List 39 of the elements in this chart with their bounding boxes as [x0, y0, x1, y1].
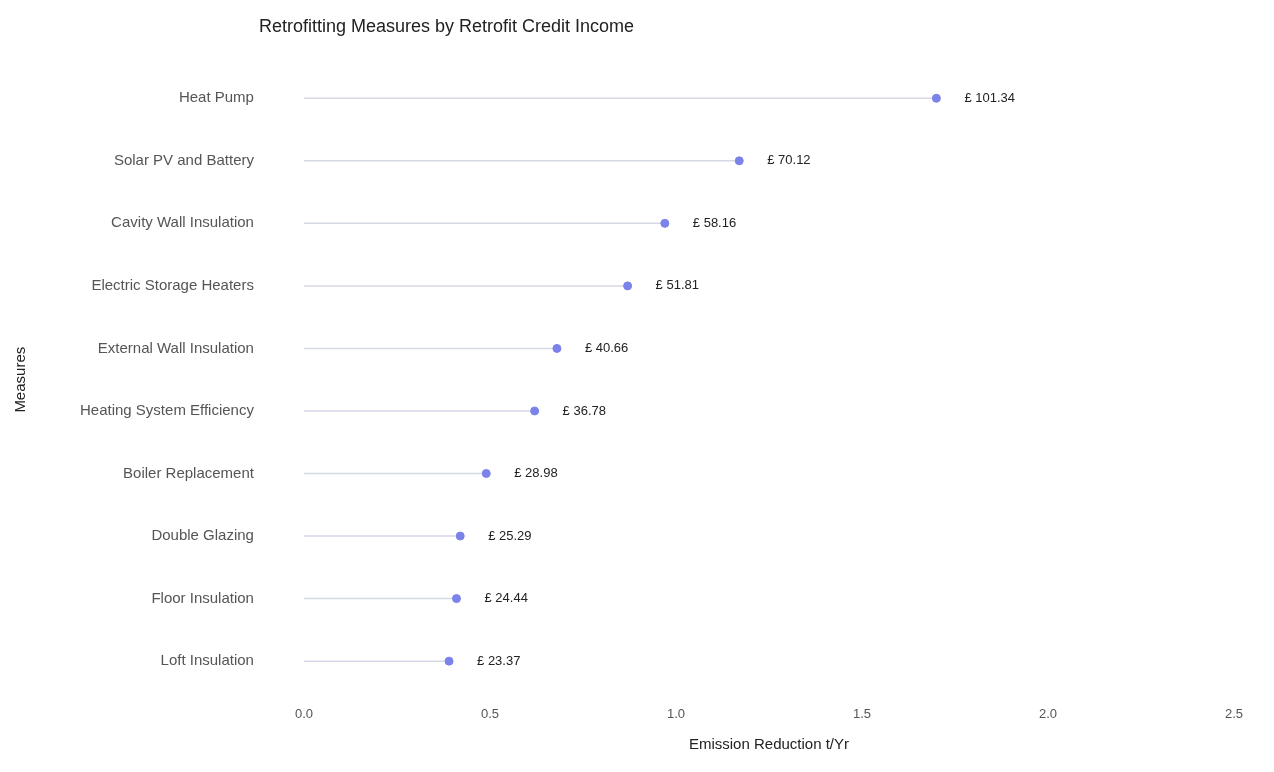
annotation: £ 24.44 — [484, 590, 528, 606]
x-axis-title: Emission Reduction t/Yr — [688, 735, 850, 753]
x-tick-label: 2.0 — [1038, 705, 1058, 721]
annotation: £ 28.98 — [514, 465, 558, 481]
point — [623, 281, 633, 291]
annotation: £ 58.16 — [692, 214, 737, 230]
x-tick-label: 2.5 — [1224, 705, 1244, 721]
x-tick-label: 0.0 — [294, 705, 313, 721]
y-tick-label: External Wall Insulation — [97, 338, 254, 356]
x-tick-label: 0.5 — [480, 705, 500, 721]
y-tick-label: Cavity Wall Insulation — [111, 213, 254, 231]
point — [552, 343, 562, 353]
annotation: £ 51.81 — [655, 277, 699, 293]
point — [660, 218, 670, 228]
y-tick-label: Electric Storage Heaters — [91, 276, 254, 294]
point — [530, 406, 540, 416]
annotation: £ 40.66 — [584, 340, 629, 356]
y-tick-label: Heat Pump — [178, 88, 254, 106]
y-tick-label: Boiler Replacement — [123, 463, 255, 481]
point — [481, 469, 491, 479]
point — [455, 531, 465, 541]
y-tick-label: Loft Insulation — [160, 651, 254, 669]
annotation: £ 70.12 — [767, 152, 811, 168]
point — [931, 93, 941, 103]
y-tick-label: Floor Insulation — [151, 588, 254, 606]
x-tick-label: 1.5 — [852, 705, 872, 721]
point — [734, 156, 744, 166]
annotation: £ 23.37 — [477, 652, 521, 668]
chart-title: Retrofitting Measures by Retrofit Credit Income — [258, 15, 635, 36]
x-tick-label: 1.0 — [666, 705, 686, 721]
y-axis-title: Measures — [11, 346, 29, 413]
y-tick-label: Solar PV and Battery — [113, 150, 255, 168]
y-tick-label: Heating System Efficiency — [80, 401, 255, 419]
point — [451, 594, 461, 604]
annotation: £ 25.29 — [488, 527, 532, 543]
y-tick-label: Double Glazing — [151, 526, 254, 544]
annotation: £ 101.34 — [964, 89, 1015, 105]
point — [444, 656, 454, 666]
annotation: £ 36.78 — [562, 402, 606, 418]
